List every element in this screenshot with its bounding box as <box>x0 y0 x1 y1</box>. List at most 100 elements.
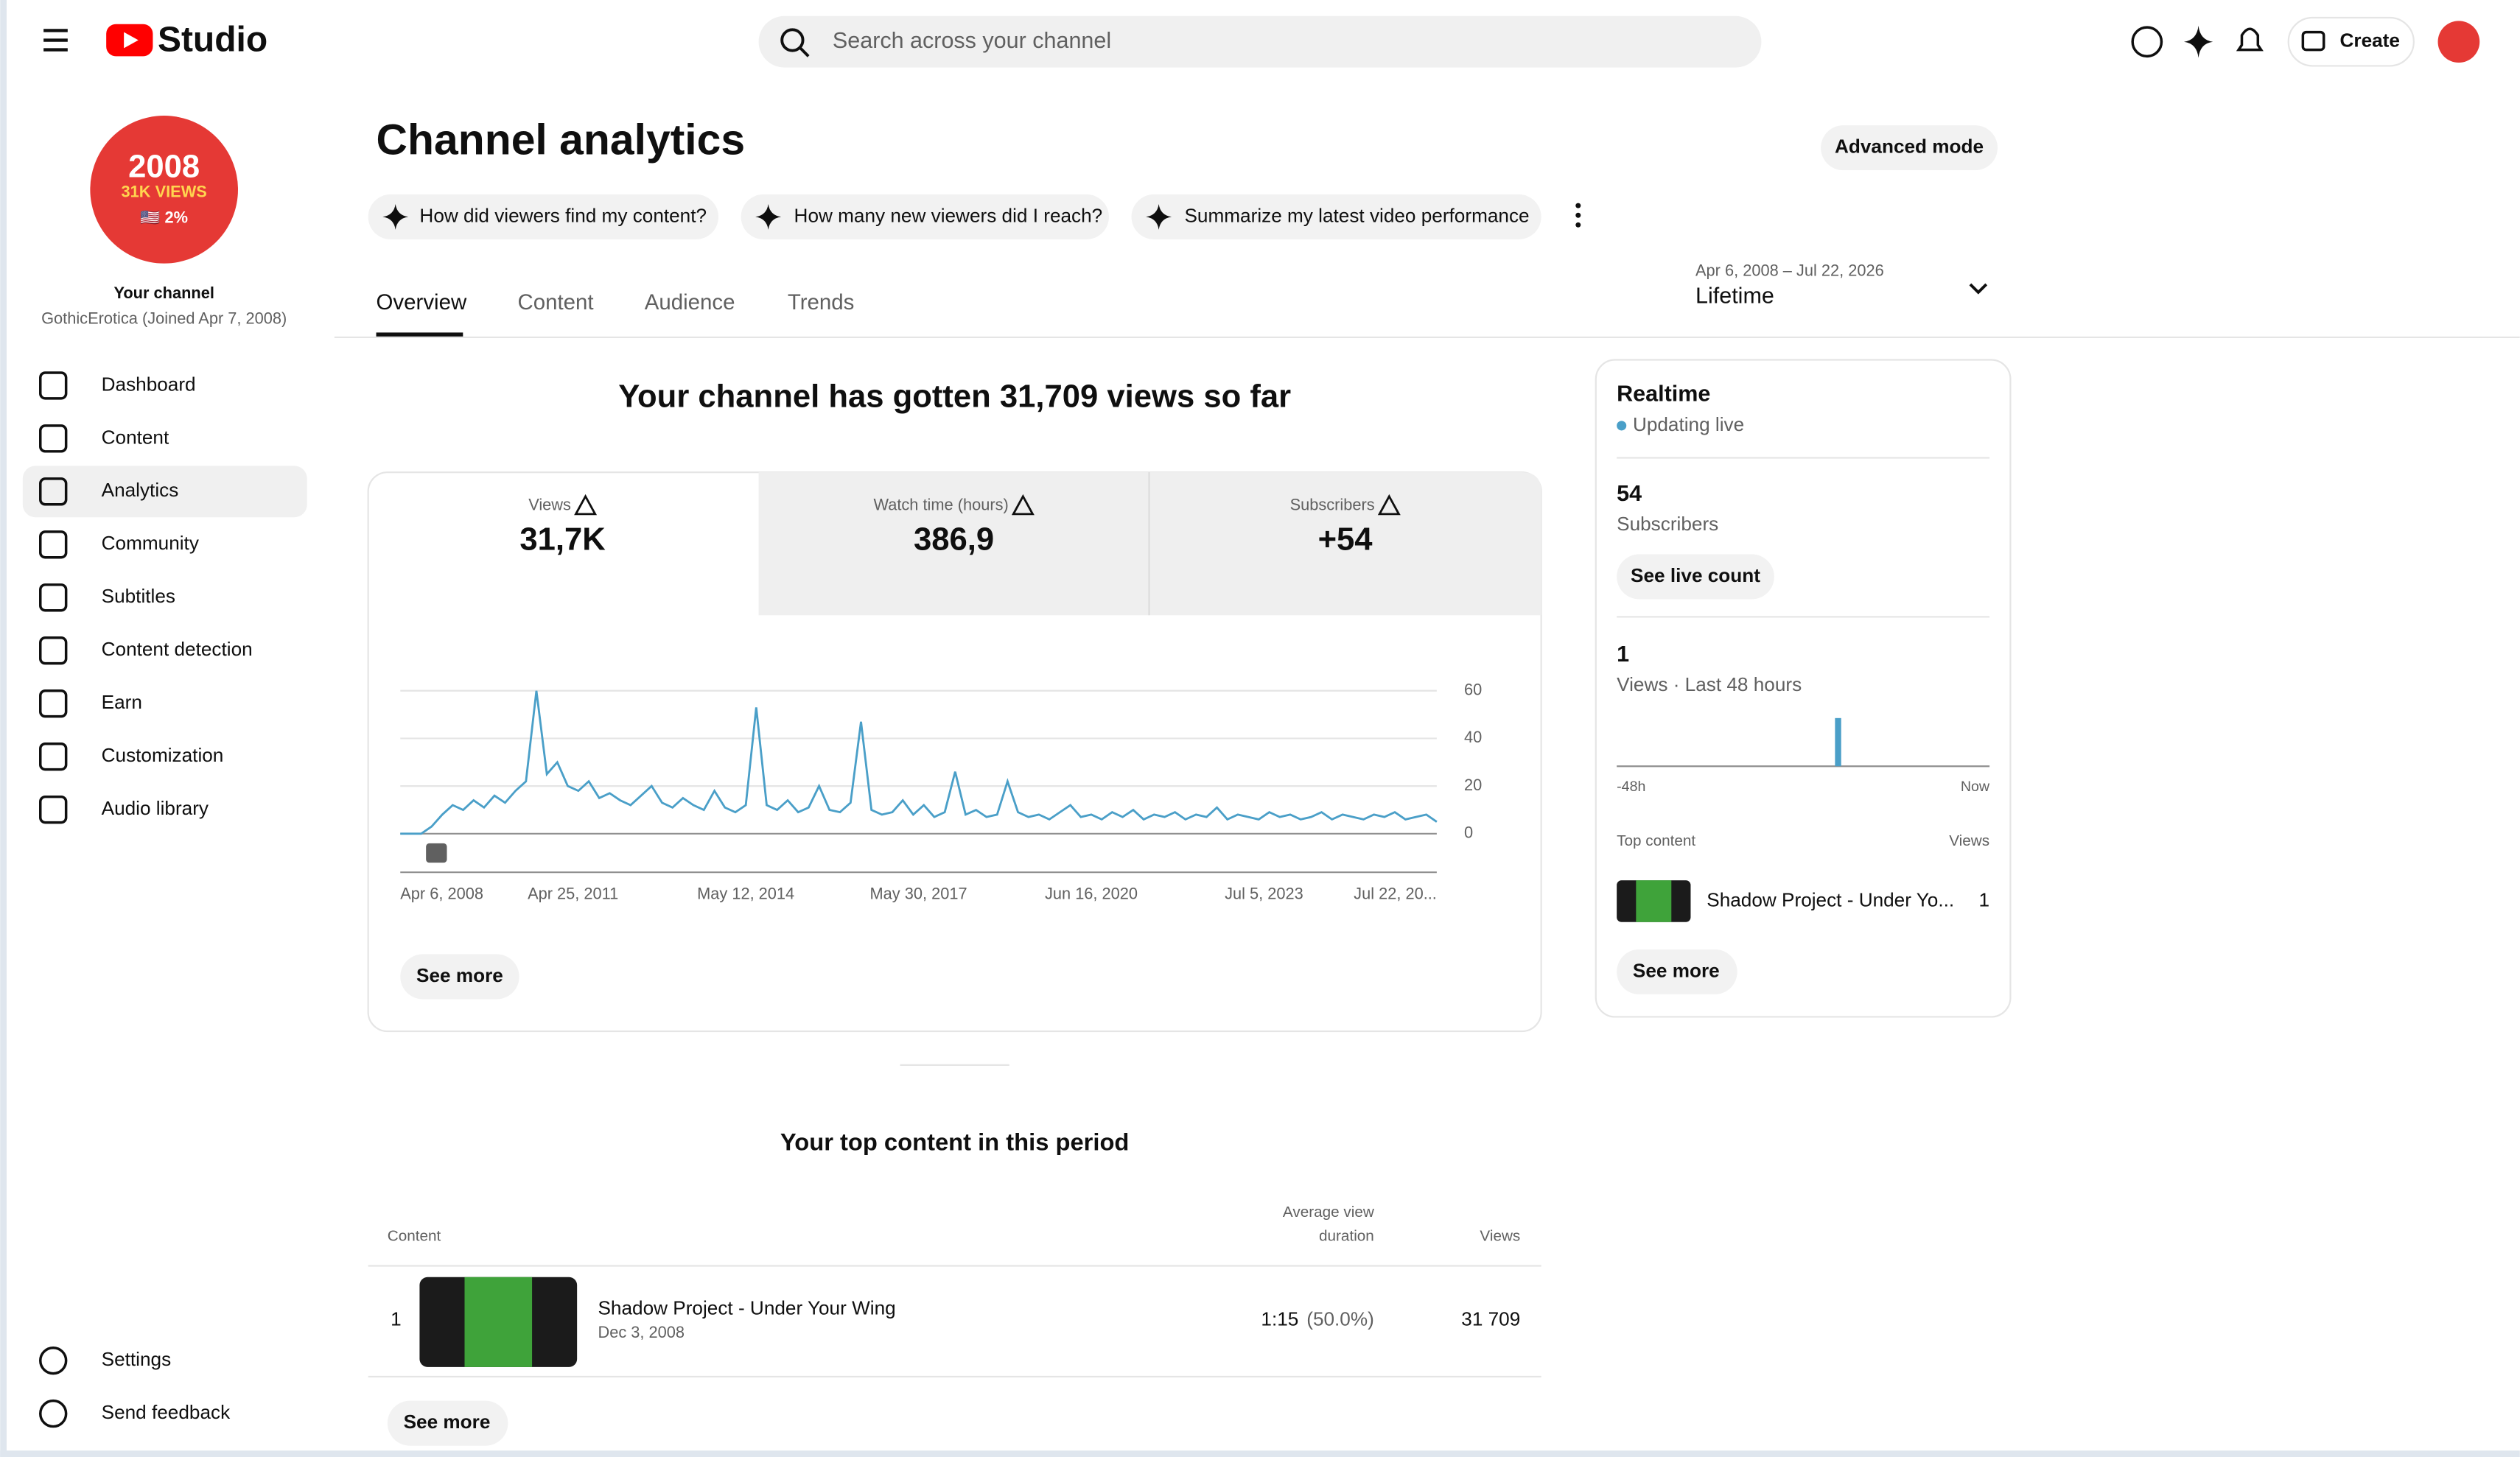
live-dot <box>1617 421 1627 431</box>
nav-icon <box>39 424 68 453</box>
prompt-text[interactable]: Summarize my latest video performance <box>1185 204 1530 226</box>
nav-icon <box>39 371 68 400</box>
search-icon <box>780 28 805 52</box>
account-avatar[interactable] <box>2437 21 2480 63</box>
date-range[interactable]: Apr 6, 2008 – Jul 22, 2026 <box>1695 261 1884 279</box>
search-box[interactable] <box>758 15 1762 68</box>
page-title: Channel analytics <box>377 116 746 164</box>
nav-item[interactable]: Content detection <box>102 638 253 660</box>
metric-label[interactable]: Watch time (hours) <box>873 496 1008 514</box>
x-tick-label: May 12, 2014 <box>697 884 794 902</box>
channel-label: Your channel <box>113 284 214 302</box>
metric-value[interactable]: 31,7K <box>519 522 606 557</box>
stat-label: Views · Last 48 hours <box>1617 673 1802 695</box>
see-more[interactable]: See more <box>404 1411 491 1433</box>
nav-icon <box>39 1346 68 1375</box>
create-label[interactable]: Create <box>2340 29 2400 52</box>
nav-icon <box>39 583 68 612</box>
prompt-chip[interactable] <box>741 194 1110 239</box>
avatar-text: 🇺🇸 2% <box>140 208 188 226</box>
sparkle-icon <box>1146 203 1172 230</box>
card-title: Realtime <box>1617 382 1710 407</box>
avd-percent: (50.0%) <box>1306 1308 1374 1330</box>
advanced-label[interactable]: Advanced mode <box>1835 136 1984 158</box>
tab[interactable]: Trends <box>788 290 855 315</box>
warning-icon <box>1011 494 1035 516</box>
bell-icon[interactable] <box>2236 27 2264 52</box>
x-tick-label: Jul 22, 20... <box>1354 884 1437 902</box>
warning-icon <box>574 494 598 516</box>
nav-item[interactable]: Content <box>102 426 169 448</box>
advanced-button[interactable] <box>1821 125 1998 171</box>
nav-item[interactable]: Dashboard <box>102 373 196 395</box>
nav-item[interactable]: Audio library <box>102 797 209 819</box>
nav-icon <box>39 636 68 665</box>
tab[interactable]: Audience <box>645 290 735 315</box>
rank: 1 <box>391 1308 402 1330</box>
date-chevron[interactable] <box>1969 283 1988 295</box>
video-date: Dec 3, 2008 <box>598 1323 685 1341</box>
nav-item[interactable]: Customization <box>102 744 224 766</box>
y-tick-label: 20 <box>1464 776 1482 794</box>
metric-label[interactable]: Subscribers <box>1290 496 1375 514</box>
stat-label: Subscribers <box>1617 513 1718 535</box>
prompt-text[interactable]: How did viewers find my content? <box>419 204 707 226</box>
see-more-button[interactable] <box>400 954 519 1000</box>
search-placeholder[interactable]: Search across your channel <box>833 28 1111 53</box>
live-count[interactable]: See live count <box>1631 564 1760 586</box>
x-tick-label: Apr 25, 2011 <box>528 884 618 902</box>
metric-label[interactable]: Views <box>528 496 571 514</box>
period[interactable]: Lifetime <box>1695 284 1774 309</box>
logo-text[interactable]: Studio <box>158 20 267 59</box>
help-icon[interactable] <box>2131 26 2163 58</box>
see-more[interactable]: See more <box>1633 959 1720 981</box>
col-header: Content <box>388 1228 441 1245</box>
see-more-button[interactable] <box>387 1400 508 1446</box>
prompt-text[interactable]: How many new viewers did I reach? <box>794 204 1103 226</box>
create-icon <box>2301 30 2325 52</box>
live-count-button[interactable] <box>1617 554 1774 600</box>
y-tick-label: 0 <box>1464 824 1473 842</box>
nav-icon <box>39 742 68 771</box>
x-tick-label: Jul 5, 2023 <box>1225 884 1303 902</box>
sparkle-icon <box>382 203 409 230</box>
col-header: Views <box>1480 1228 1520 1245</box>
col-header: duration <box>1319 1228 1374 1245</box>
menu-icon[interactable] <box>43 29 68 52</box>
warning-icon <box>1377 494 1401 516</box>
tab[interactable]: Overview <box>377 290 467 315</box>
more-icon[interactable] <box>1575 203 1581 228</box>
play-marker[interactable] <box>426 843 447 863</box>
metric-value[interactable]: 386,9 <box>914 522 994 557</box>
nav-icon <box>39 795 68 824</box>
nav-item[interactable]: Subtitles <box>102 585 175 607</box>
nav-icon <box>39 689 68 718</box>
realtime-card <box>1595 359 2012 1018</box>
nav-item[interactable]: Settings <box>102 1348 172 1370</box>
search-icon <box>799 47 810 57</box>
views-line <box>400 690 1438 835</box>
summary: Your channel has gotten 31,709 views so … <box>618 379 1291 414</box>
logo-play <box>124 32 139 49</box>
see-more[interactable]: See more <box>416 964 503 986</box>
metric-value[interactable]: +54 <box>1318 522 1373 557</box>
nav-item[interactable]: Send feedback <box>102 1401 231 1423</box>
prompt-chip[interactable] <box>1131 194 1541 239</box>
video-title[interactable]: Shadow Project - Under Your Wing <box>598 1296 896 1319</box>
nav-item[interactable]: Analytics <box>102 479 179 501</box>
prompt-chip[interactable] <box>368 194 719 239</box>
tab[interactable]: Content <box>517 290 593 315</box>
frame <box>0 0 7 1457</box>
ai-icon[interactable] <box>2183 25 2213 58</box>
video-title[interactable]: Shadow Project - Under Yo... <box>1707 888 1954 910</box>
y-tick-label: 60 <box>1464 681 1482 699</box>
nav-item[interactable]: Community <box>102 532 200 554</box>
views: 1 <box>1979 888 1990 910</box>
see-more-button[interactable] <box>1617 949 1737 994</box>
channel-avatar[interactable] <box>90 116 239 264</box>
nav-item[interactable]: Earn <box>102 691 142 713</box>
stat-value: 1 <box>1617 642 1629 667</box>
views: 31 709 <box>1461 1308 1520 1330</box>
create-button[interactable] <box>2287 16 2415 67</box>
avatar-text: 31K VIEWS <box>122 182 207 200</box>
